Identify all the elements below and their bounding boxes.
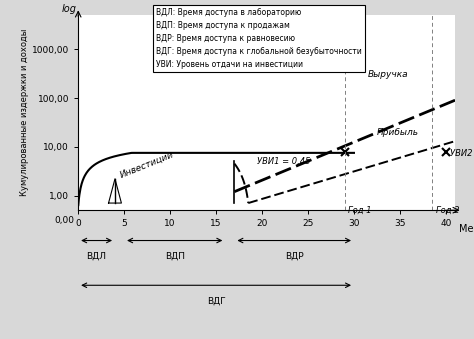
Text: Прибыль: Прибыль xyxy=(377,128,419,137)
Y-axis label: Кумулированные издержки и доходы: Кумулированные издержки и доходы xyxy=(20,29,29,196)
Text: Выручка: Выручка xyxy=(368,69,408,79)
Text: УВИ1 = 0,45: УВИ1 = 0,45 xyxy=(257,157,311,166)
Text: УВИ2 = 3,10: УВИ2 = 3,10 xyxy=(449,148,474,158)
Text: Год 1: Год 1 xyxy=(348,206,372,215)
Text: Инвестиции: Инвестиции xyxy=(119,150,175,180)
Text: ВДР: ВДР xyxy=(285,252,303,261)
Text: ВДГ: ВДГ xyxy=(207,296,226,305)
Text: 0,00: 0,00 xyxy=(55,216,74,225)
Text: log: log xyxy=(61,4,76,14)
Text: Год 2: Год 2 xyxy=(436,206,459,215)
Text: Месяцы: Месяцы xyxy=(459,224,474,234)
Text: ВДП: ВДП xyxy=(165,252,185,261)
Text: ВДЛ: Время доступа в лабораторию
ВДП: Время доступа к продажам
ВДР: Время доступ: ВДЛ: Время доступа в лабораторию ВДП: Вр… xyxy=(156,8,362,69)
Text: ВДЛ: ВДЛ xyxy=(87,252,107,261)
